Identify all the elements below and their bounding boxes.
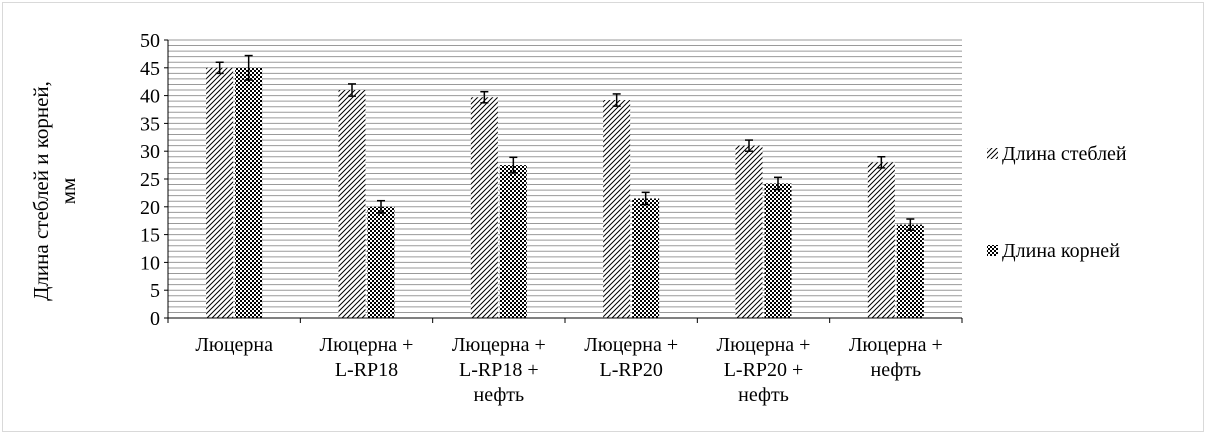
bar bbox=[896, 224, 924, 318]
x-tick-label: Люцерна + L-RP20 + нефть bbox=[717, 334, 811, 406]
y-tick-label: 40 bbox=[140, 86, 160, 108]
y-tick-label: 20 bbox=[140, 197, 160, 219]
y-tick-label: 25 bbox=[140, 169, 160, 191]
x-tick-label: Люцерна + нефть bbox=[849, 334, 943, 381]
legend-label: Длина корней bbox=[1002, 240, 1120, 262]
legend-swatch bbox=[987, 148, 998, 159]
bar bbox=[764, 183, 792, 318]
category-labels: Люцерна Люцерна + L-RP18 Люцерна + L-RP18 + н… bbox=[195, 334, 942, 406]
axes bbox=[164, 39, 963, 323]
y-tick-label: 30 bbox=[140, 141, 160, 163]
y-tick-label: 45 bbox=[140, 58, 160, 80]
bar bbox=[735, 145, 763, 318]
gridlines bbox=[168, 39, 962, 319]
bar bbox=[367, 206, 395, 318]
legend-label: Длина стеблей bbox=[1002, 143, 1127, 165]
legend: Длина стеблей Длина корней bbox=[987, 143, 1127, 262]
bar bbox=[206, 67, 234, 318]
y-tick-label: 10 bbox=[140, 252, 160, 274]
bar bbox=[867, 162, 895, 318]
bar bbox=[499, 165, 527, 318]
y-tick-label: 35 bbox=[140, 113, 160, 135]
bar bbox=[603, 100, 631, 318]
bar bbox=[338, 90, 366, 318]
legend-swatch bbox=[987, 245, 998, 256]
bars bbox=[206, 67, 924, 318]
bar bbox=[470, 97, 498, 318]
x-tick-label: Люцерна + L-RP18 bbox=[320, 334, 414, 381]
y-tick-label: 50 bbox=[140, 30, 160, 52]
y-tick-label: 5 bbox=[150, 280, 160, 302]
bar bbox=[632, 198, 660, 318]
y-tick-label: 0 bbox=[150, 308, 160, 330]
error-bars bbox=[215, 54, 915, 231]
y-tick-label: 15 bbox=[140, 225, 160, 247]
x-tick-label: Люцерна + L-RP20 bbox=[584, 334, 678, 381]
bar bbox=[235, 67, 263, 318]
y-axis-label: Длина стеблей и корней, мм bbox=[29, 81, 80, 301]
x-tick-label: Люцерна bbox=[195, 334, 273, 356]
x-tick-label: Люцерна + L-RP18 + нефть bbox=[452, 334, 546, 406]
tick-labels: 0 5 10 15 20 25 30 35 40 45 50 bbox=[140, 30, 160, 330]
